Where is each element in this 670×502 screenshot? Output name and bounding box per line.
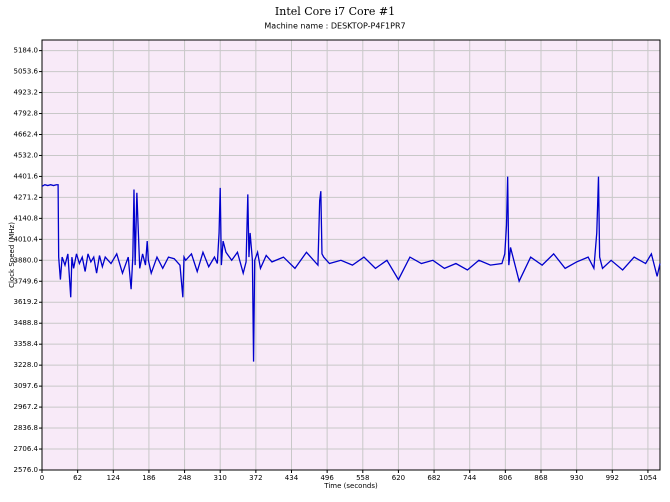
y-tick-label: 4271.2 xyxy=(14,193,39,201)
y-tick-label: 2576.0 xyxy=(14,466,39,474)
y-tick-label: 5053.6 xyxy=(14,68,39,76)
y-tick-label: 2967.2 xyxy=(14,403,39,411)
y-tick-label: 2706.4 xyxy=(14,445,39,453)
y-tick-label: 3488.8 xyxy=(14,319,39,327)
y-tick-label: 5184.0 xyxy=(14,47,39,55)
x-axis-label: Time (seconds) xyxy=(323,482,378,490)
x-tick-label: 868 xyxy=(534,474,547,482)
x-tick-label: 930 xyxy=(570,474,583,482)
x-tick-label: 620 xyxy=(392,474,405,482)
x-tick-label: 434 xyxy=(285,474,299,482)
x-tick-label: 496 xyxy=(320,474,334,482)
y-tick-label: 3358.4 xyxy=(14,340,39,348)
y-tick-label: 2836.8 xyxy=(14,424,39,432)
y-tick-label: 4010.4 xyxy=(14,235,39,243)
x-tick-label: 0 xyxy=(40,474,44,482)
y-tick-label: 3749.6 xyxy=(14,277,39,285)
plot-area xyxy=(42,40,660,470)
x-tick-label: 744 xyxy=(463,474,477,482)
y-tick-label: 4923.2 xyxy=(14,89,39,97)
y-tick-label: 3880.0 xyxy=(14,256,39,264)
y-tick-label: 4792.8 xyxy=(14,110,39,118)
x-tick-label: 62 xyxy=(73,474,82,482)
chart-title: Intel Core i7 Core #1 xyxy=(275,5,395,18)
x-tick-label: 124 xyxy=(107,474,121,482)
x-tick-label: 186 xyxy=(142,474,156,482)
x-tick-label: 806 xyxy=(499,474,513,482)
data-line xyxy=(41,176,661,362)
x-tick-label: 1054 xyxy=(639,474,657,482)
y-tick-label: 4662.4 xyxy=(14,130,39,138)
x-tick-label: 248 xyxy=(178,474,191,482)
x-tick-label: 682 xyxy=(427,474,440,482)
y-tick-label: 4532.0 xyxy=(14,151,39,159)
y-axis-label: Clock Speed (MHz) xyxy=(8,222,16,288)
y-tick-label: 4401.6 xyxy=(14,172,39,180)
x-tick-label: 372 xyxy=(249,474,262,482)
y-tick-label: 3228.0 xyxy=(14,361,39,369)
y-tick-label: 3619.2 xyxy=(14,298,39,306)
x-tick-label: 558 xyxy=(356,474,369,482)
plot-border xyxy=(41,39,661,471)
y-tick-label: 4140.8 xyxy=(14,214,39,222)
chart-subtitle: Machine name : DESKTOP-P4F1PR7 xyxy=(264,22,405,31)
x-tick-label: 992 xyxy=(606,474,619,482)
x-tick-label: 310 xyxy=(214,474,227,482)
y-tick-label: 3097.6 xyxy=(14,382,39,390)
